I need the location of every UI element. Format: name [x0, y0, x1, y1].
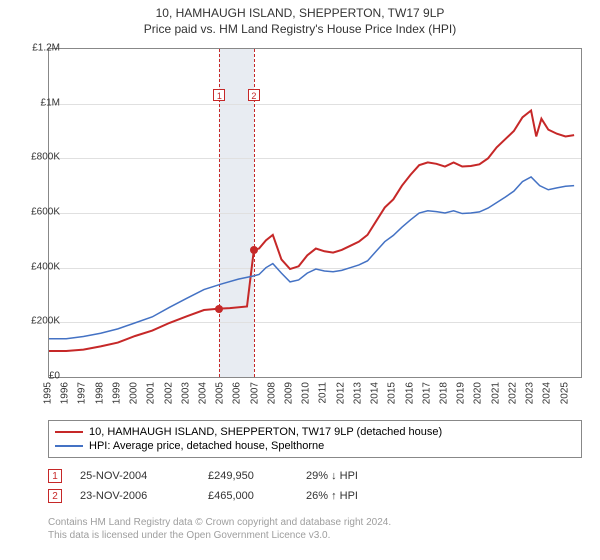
y-axis-label: £400K [16, 261, 60, 272]
x-axis-label: 2011 [318, 382, 329, 404]
chart-subtitle: Price paid vs. HM Land Registry's House … [0, 22, 600, 36]
chart-container: 10, HAMHAUGH ISLAND, SHEPPERTON, TW17 9L… [0, 0, 600, 560]
y-axis-label: £0 [16, 371, 60, 382]
x-axis-label: 1995 [43, 382, 54, 404]
x-axis-label: 1998 [94, 382, 105, 404]
legend-swatch [55, 445, 83, 447]
event-row: 2 23-NOV-2006 £465,000 26% ↑ HPI [48, 486, 582, 506]
series-line-blue [49, 177, 574, 339]
legend: 10, HAMHAUGH ISLAND, SHEPPERTON, TW17 9L… [48, 420, 582, 458]
x-axis-label: 2008 [266, 382, 277, 404]
y-axis-label: £1.2M [16, 43, 60, 54]
event-number-box: 1 [48, 469, 62, 483]
x-axis-label: 2022 [507, 382, 518, 404]
x-axis-label: 1996 [60, 382, 71, 404]
y-axis-label: £600K [16, 207, 60, 218]
x-axis-label: 2002 [163, 382, 174, 404]
footer-attribution: Contains HM Land Registry data © Crown c… [48, 516, 582, 542]
footer-line-2: This data is licensed under the Open Gov… [48, 529, 582, 542]
legend-label: HPI: Average price, detached house, Spel… [89, 440, 324, 452]
x-axis-label: 2001 [146, 382, 157, 404]
event-delta: 29% ↓ HPI [306, 470, 358, 482]
event-row: 1 25-NOV-2004 £249,950 29% ↓ HPI [48, 466, 582, 486]
event-price: £249,950 [208, 470, 288, 482]
x-axis-label: 2010 [301, 382, 312, 404]
x-axis-label: 2023 [525, 382, 536, 404]
x-axis-label: 2012 [335, 382, 346, 404]
event-price: £465,000 [208, 490, 288, 502]
x-axis-label: 2018 [438, 382, 449, 404]
legend-row: HPI: Average price, detached house, Spel… [55, 439, 575, 453]
event-delta: 26% ↑ HPI [306, 490, 358, 502]
y-axis-label: £200K [16, 316, 60, 327]
event-number-box: 2 [48, 489, 62, 503]
x-axis-label: 2019 [456, 382, 467, 404]
x-axis-label: 2004 [197, 382, 208, 404]
title-block: 10, HAMHAUGH ISLAND, SHEPPERTON, TW17 9L… [0, 0, 600, 36]
y-axis-label: £800K [16, 152, 60, 163]
x-axis-label: 2024 [542, 382, 553, 404]
x-axis-label: 2017 [421, 382, 432, 404]
x-axis-label: 1997 [77, 382, 88, 404]
x-axis-label: 2014 [370, 382, 381, 404]
chart-plot-area: 12 [48, 48, 582, 378]
x-axis-label: 1999 [111, 382, 122, 404]
x-axis-label: 2015 [387, 382, 398, 404]
x-axis-label: 2009 [284, 382, 295, 404]
x-axis-label: 2016 [404, 382, 415, 404]
chart-lines [49, 49, 581, 377]
series-line-red [49, 111, 574, 352]
x-axis-label: 2005 [215, 382, 226, 404]
event-price: 23-NOV-2006 [80, 490, 190, 502]
x-axis-label: 2007 [249, 382, 260, 404]
x-axis-label: 2020 [473, 382, 484, 404]
x-axis-label: 2013 [352, 382, 363, 404]
x-axis-label: 2000 [129, 382, 140, 404]
x-axis-label: 2003 [180, 382, 191, 404]
legend-swatch [55, 431, 83, 433]
y-axis-label: £1M [16, 97, 60, 108]
x-axis-label: 2006 [232, 382, 243, 404]
x-axis-label: 2025 [559, 382, 570, 404]
event-table: 1 25-NOV-2004 £249,950 29% ↓ HPI 2 23-NOV-200… [48, 466, 582, 506]
legend-label: 10, HAMHAUGH ISLAND, SHEPPERTON, TW17 9L… [89, 426, 442, 438]
legend-row: 10, HAMHAUGH ISLAND, SHEPPERTON, TW17 9L… [55, 425, 575, 439]
event-price: 25-NOV-2004 [80, 470, 190, 482]
chart-title: 10, HAMHAUGH ISLAND, SHEPPERTON, TW17 9L… [0, 6, 600, 20]
footer-line-1: Contains HM Land Registry data © Crown c… [48, 516, 582, 529]
x-axis-label: 2021 [490, 382, 501, 404]
